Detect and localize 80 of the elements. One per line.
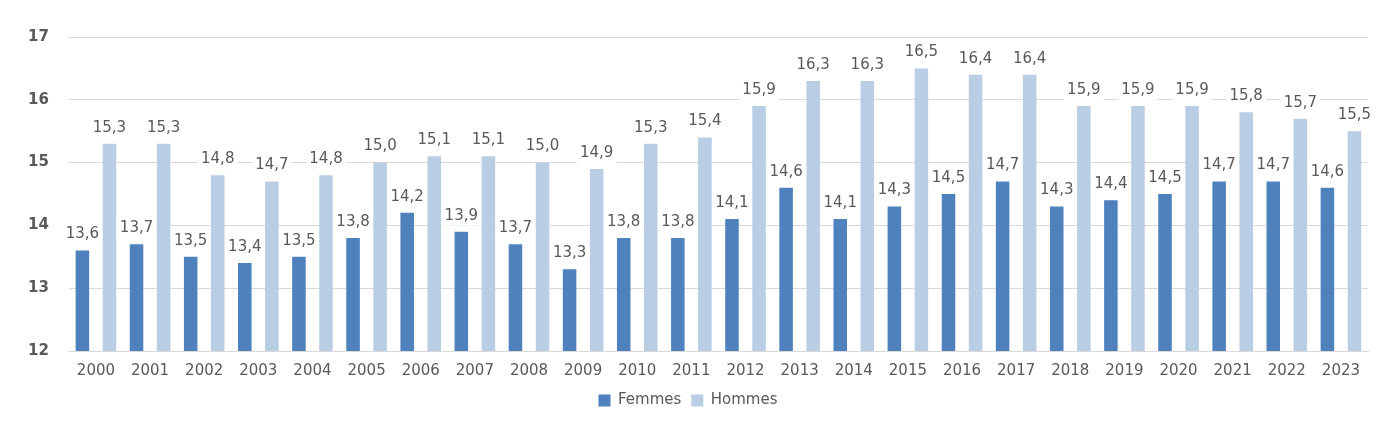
data-label: 14,6: [769, 161, 803, 180]
data-label: 15,3: [146, 117, 181, 136]
x-tick-label: 2018: [1051, 360, 1090, 379]
data-label: 14,7: [1256, 155, 1290, 174]
data-label: 13,5: [282, 230, 316, 249]
x-tick-label: 2003: [239, 360, 278, 379]
x-tick-label: 2014: [834, 360, 873, 379]
x-tick-label: 2022: [1267, 360, 1306, 379]
y-tick-label: 12: [28, 340, 49, 359]
x-tick-label: 2006: [401, 360, 440, 379]
data-label: 15,1: [417, 130, 451, 149]
legend-label: Hommes: [710, 390, 778, 409]
x-tick-label: 2009: [564, 360, 603, 379]
data-label: 14,7: [985, 155, 1020, 174]
x-tick-label: 2011: [672, 360, 711, 379]
x-tick-label: 2001: [130, 360, 170, 379]
data-label: 15,0: [363, 136, 397, 155]
x-tick-label: 2013: [780, 360, 819, 379]
data-label: 14,3: [877, 180, 912, 199]
data-label: 14,8: [309, 149, 343, 168]
data-label: 13,8: [336, 211, 370, 230]
y-tick-label: 17: [28, 26, 49, 45]
x-tick-label: 2021: [1213, 360, 1252, 379]
x-tick-label: 2002: [185, 360, 224, 379]
data-label: 13,8: [661, 211, 695, 230]
data-label: 13,3: [552, 243, 587, 262]
y-tick-label: 14: [28, 215, 49, 234]
data-label: 15,5: [1337, 105, 1372, 124]
data-label: 15,0: [525, 136, 560, 155]
legend-label: Femmes: [617, 390, 682, 409]
data-label: 14,3: [1040, 180, 1074, 199]
y-tick-label: 15: [28, 152, 49, 171]
data-label: 15,7: [1283, 92, 1318, 111]
data-label: 13,9: [444, 205, 479, 224]
x-tick-label: 2008: [509, 360, 549, 379]
data-label: 14,7: [255, 155, 289, 174]
x-tick-label: 2019: [1105, 360, 1144, 379]
x-tick-label: 2012: [726, 360, 765, 379]
x-tick-label: 2010: [618, 360, 657, 379]
data-label: 15,1: [471, 130, 506, 149]
x-tick-label: 2017: [997, 360, 1036, 379]
data-label: 14,1: [715, 193, 749, 212]
data-label: 13,7: [498, 218, 533, 237]
data-label: 13,7: [119, 218, 154, 237]
data-label: 14,8: [201, 149, 235, 168]
data-label: 15,9: [1121, 79, 1155, 98]
data-label: 15,3: [634, 117, 668, 136]
data-label: 16,4: [958, 48, 993, 67]
data-label: 16,5: [904, 42, 939, 61]
data-label: 14,1: [823, 193, 857, 212]
data-label: 15,8: [1229, 86, 1263, 105]
data-label: 14,5: [931, 167, 966, 186]
data-label: 15,4: [688, 111, 722, 130]
x-tick-label: 2023: [1321, 360, 1361, 379]
data-label: 13,4: [228, 236, 262, 255]
x-tick-label: 2004: [293, 360, 332, 379]
x-tick-label: 2007: [455, 360, 494, 379]
data-label: 13,8: [607, 211, 641, 230]
y-tick-label: 16: [28, 89, 49, 108]
data-label: 15,9: [1175, 79, 1209, 98]
x-tick-label: 2016: [942, 360, 982, 379]
x-tick-label: 2000: [76, 360, 116, 379]
data-label: 16,4: [1012, 48, 1047, 67]
data-label: 14,5: [1148, 167, 1182, 186]
y-tick-label: 13: [28, 278, 49, 297]
data-label: 15,3: [92, 117, 127, 136]
data-label: 16,3: [850, 54, 884, 73]
data-label: 14,2: [390, 186, 424, 205]
data-label: 13,5: [173, 230, 208, 249]
data-label: 16,3: [796, 54, 830, 73]
data-label: 14,9: [579, 142, 614, 161]
data-label: 13,6: [65, 224, 100, 243]
data-label: 14,7: [1202, 155, 1236, 174]
x-tick-label: 2015: [888, 360, 927, 379]
data-label: 14,6: [1310, 161, 1345, 180]
data-label: 14,4: [1094, 174, 1128, 193]
x-tick-label: 2020: [1159, 360, 1198, 379]
data-label: 15,9: [1067, 79, 1101, 98]
x-tick-label: 2005: [347, 360, 386, 379]
data-label: 15,9: [742, 79, 776, 98]
